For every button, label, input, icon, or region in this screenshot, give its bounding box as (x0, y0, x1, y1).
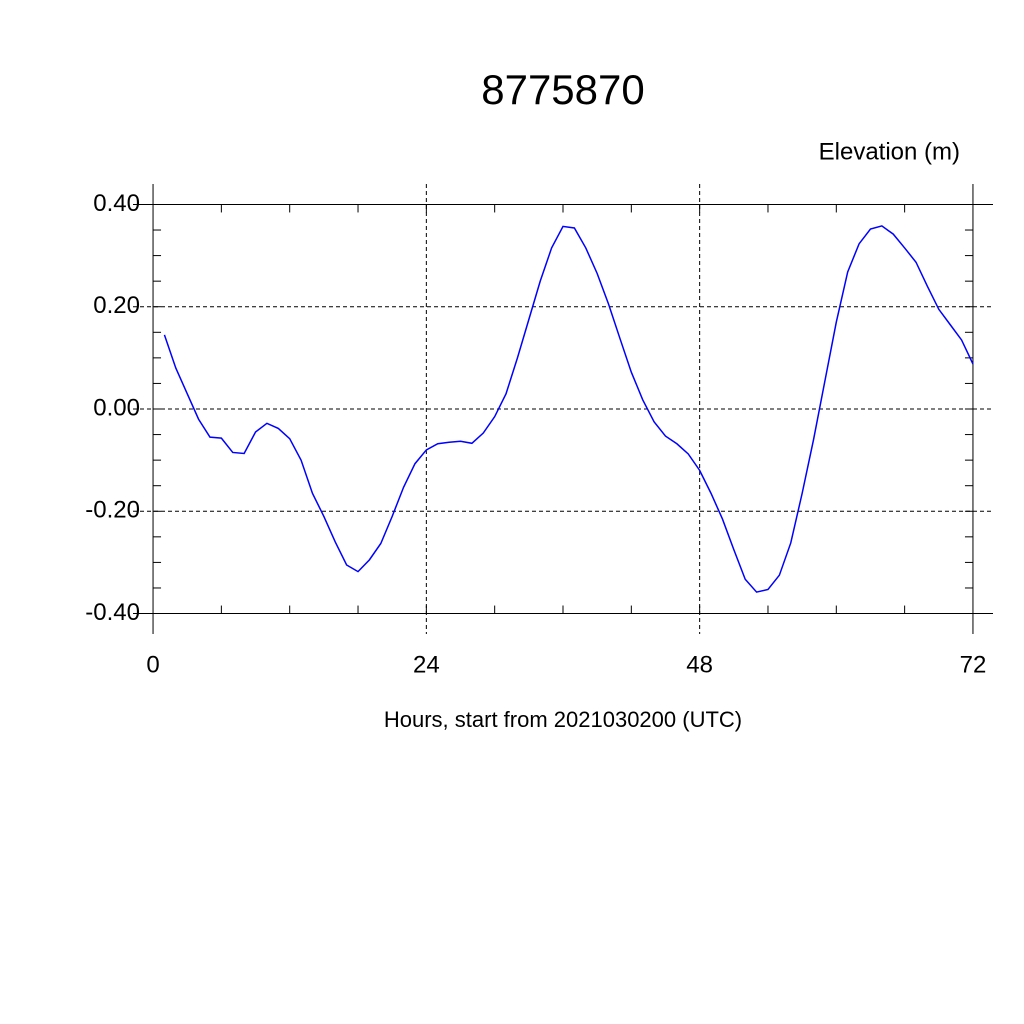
x-tick-label: 48 (686, 651, 713, 678)
y-tick-label: -0.20 (85, 497, 140, 524)
y-axis-label: Elevation (m) (819, 138, 960, 165)
y-tick-label: 0.00 (93, 394, 140, 421)
x-tick-label: 24 (413, 651, 440, 678)
x-axis-label: Hours, start from 2021030200 (UTC) (384, 707, 742, 732)
x-tick-label: 0 (146, 651, 159, 678)
y-tick-label: 0.20 (93, 292, 140, 319)
chart-title: 8775870 (481, 66, 645, 113)
y-tick-label: -0.40 (85, 599, 140, 626)
x-tick-label: 72 (960, 651, 987, 678)
data-line (163, 225, 974, 593)
y-tick-label: 0.40 (93, 190, 140, 217)
